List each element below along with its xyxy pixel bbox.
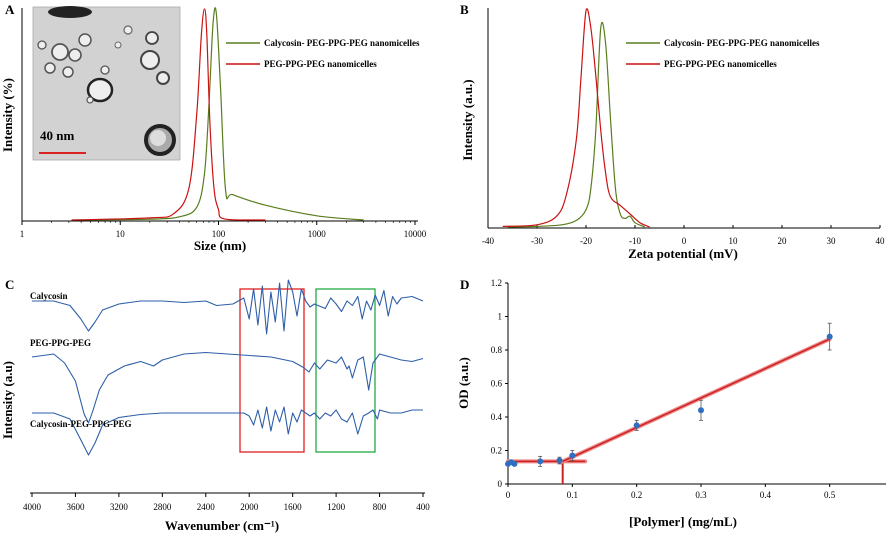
x-tick-label: 2400 (197, 502, 216, 512)
panel-a-x-ticks: 1 10 100 1000 10000 (20, 221, 427, 239)
legend-label-peg: PEG-PPG-PEG nanomicelles (264, 59, 377, 69)
x-tick-label: 1200 (327, 502, 346, 512)
legend-label-calycosin: Calycosin- PEG-PPG-PEG nanomicelles (264, 38, 420, 48)
x-tick-label: 20 (778, 236, 788, 246)
panel-c-letter: C (5, 277, 14, 292)
y-tick-label: 0.2 (491, 446, 502, 456)
data-point (633, 422, 640, 429)
x-tick-label: 10 (729, 236, 739, 246)
x-tick-label: 0 (506, 490, 511, 500)
panel-a-legend: Calycosin- PEG-PPG-PEG nanomicelles PEG-… (226, 38, 420, 69)
legend-label-peg: PEG-PPG-PEG nanomicelles (664, 59, 777, 69)
panel-d-letter: D (460, 277, 469, 292)
ftir-highlight-box-red (239, 288, 305, 453)
panel-b-letter: B (460, 2, 469, 17)
ftir-highlight-box-green (315, 288, 376, 453)
ftir-trace-calycosin-peg-ppg-peg (32, 406, 423, 456)
panel-b-ylabel: Intensity (a.u.) (460, 79, 475, 160)
x-tick-label: -20 (580, 236, 592, 246)
panel-c: C Intensity (a.u) 4000 3600 3200 2800 2400 20… (0, 277, 430, 533)
ftir-trace-peg-ppg-peg (31, 351, 424, 424)
x-tick-label: 100 (212, 229, 226, 239)
panel-a: A Intensity (%) 1 10 100 1000 10000 Size (nm… (0, 2, 427, 253)
x-tick-label: 1000 (308, 229, 327, 239)
x-tick-label: 0.3 (695, 490, 707, 500)
x-tick-label: 1 (20, 229, 25, 239)
trace-label-calycosin-peg: Calycosin-PEG-PPG-PEG (30, 419, 132, 429)
y-tick-label: 0.8 (491, 345, 503, 355)
x-tick-label: 4000 (23, 502, 42, 512)
ftir-trace-calycosin (32, 279, 424, 335)
x-tick-label: 0.2 (631, 490, 642, 500)
panel-b: B Intensity (a.u.) -40 -30 -20 -10 0 10 20 30 40… (460, 2, 885, 261)
data-point (556, 457, 563, 464)
panel-c-ylabel: Intensity (a.u) (0, 361, 15, 439)
x-tick-label: 40 (876, 236, 886, 246)
panel-b-series (502, 8, 650, 228)
panel-c-series (31, 279, 424, 456)
series-line-peg-ppg-peg-nanomicelles (502, 8, 650, 228)
panel-a-ylabel: Intensity (%) (0, 78, 15, 152)
series-line-calycosin-peg-ppg-peg-nanomicelles (507, 21, 646, 228)
data-point (826, 333, 833, 340)
x-tick-label: -30 (531, 236, 543, 246)
y-tick-label: 0.4 (491, 412, 503, 422)
y-tick-label: 1.2 (491, 278, 502, 288)
x-tick-label: 1600 (284, 502, 303, 512)
panel-d-series (505, 322, 833, 484)
panel-d-ylabel: OD (a.u.) (456, 357, 471, 409)
x-tick-label: 0.1 (567, 490, 578, 500)
x-tick-label: 30 (827, 236, 837, 246)
series-line-calycosin-peg-ppg-peg-nanomicelles (71, 7, 364, 221)
series-line-peg-ppg-peg-nanomicelles (71, 8, 266, 221)
panel-d-ticks: 00.10.20.30.40.50.600.20.40.60.811.2 (491, 278, 836, 500)
trace-label-calycosin: Calycosin (30, 291, 68, 301)
y-tick-label: 1 (498, 312, 503, 322)
data-point (511, 460, 518, 467)
panel-c-xlabel: Wavenumber (cm⁻¹) (165, 518, 279, 533)
x-tick-label: 0.5 (824, 490, 836, 500)
panel-d: D OD (a.u.) 0 0.1 0.2 0.3 0.4 0.5 0.6 0 0.2 0.4 0.… (456, 277, 886, 529)
panel-d-xlabel: [Polymer] (mg/mL) (629, 514, 737, 529)
data-point (537, 458, 544, 465)
fit-line-2 (562, 338, 830, 463)
x-tick-label: 2000 (240, 502, 259, 512)
x-tick-label: 800 (373, 502, 387, 512)
data-point (569, 452, 576, 459)
panel-b-xlabel: Zeta potential (mV) (628, 246, 738, 261)
x-tick-label: 400 (416, 502, 430, 512)
panel-a-series (71, 7, 364, 221)
x-tick-label: 10 (116, 229, 126, 239)
x-tick-label: -40 (482, 236, 494, 246)
panel-a-xlabel: Size (nm) (194, 238, 246, 253)
panel-a-letter: A (5, 2, 15, 17)
x-tick-label: 2800 (153, 502, 172, 512)
x-tick-label: 0 (682, 236, 687, 246)
legend-label-calycosin: Calycosin- PEG-PPG-PEG nanomicelles (664, 38, 820, 48)
y-tick-label: 0.6 (491, 379, 503, 389)
inset-scale-label: 40 nm (40, 128, 74, 143)
x-tick-label: 3200 (110, 502, 129, 512)
x-tick-label: -10 (629, 236, 641, 246)
panel-b-legend: Calycosin- PEG-PPG-PEG nanomicelles PEG-… (626, 38, 820, 69)
trace-label-peg-ppg-peg: PEG-PPG-PEG (30, 338, 91, 348)
x-tick-label: 3600 (66, 502, 85, 512)
panel-b-x-ticks: -40 -30 -20 -10 0 10 20 30 40 (482, 225, 885, 246)
data-point (698, 407, 704, 414)
x-tick-label: 10000 (404, 229, 427, 239)
y-tick-label: 0 (498, 479, 503, 489)
x-tick-label: 0.4 (760, 490, 772, 500)
tem-inset-image (32, 6, 181, 161)
panel-c-x-ticks: 4000 3600 3200 2800 2400 2000 1600 1200 800 400 (23, 493, 430, 512)
